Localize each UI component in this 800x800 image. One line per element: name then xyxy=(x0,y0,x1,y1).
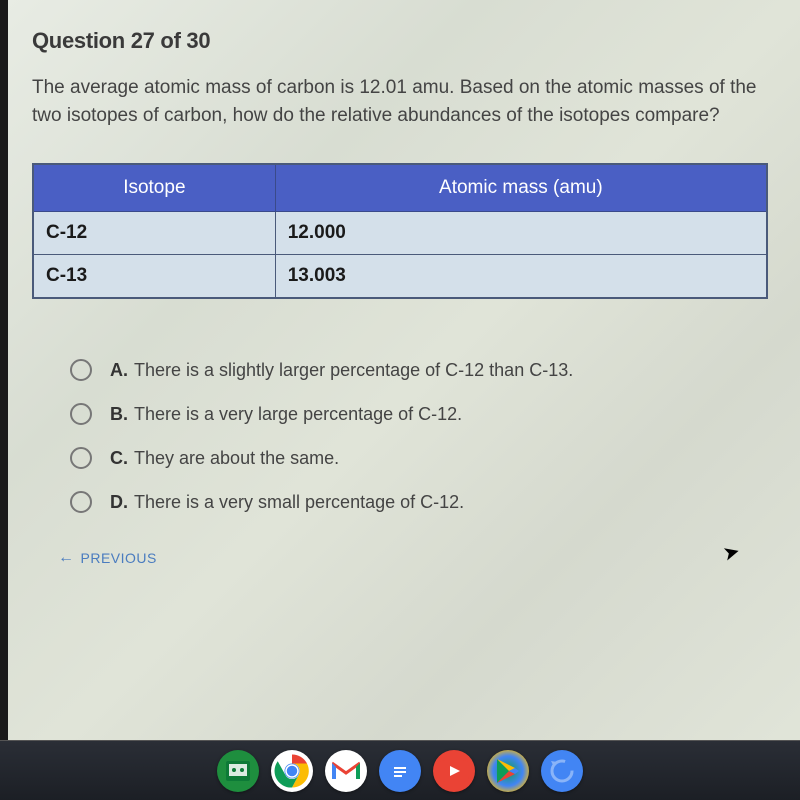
previous-label: PREVIOUS xyxy=(81,550,157,566)
docs-icon[interactable] xyxy=(379,750,421,792)
radio-icon[interactable] xyxy=(70,447,92,469)
option-d[interactable]: D. There is a very small percentage of C… xyxy=(70,491,768,513)
cell-isotope: C-12 xyxy=(33,212,275,255)
mouse-cursor-icon: ➤ xyxy=(720,538,743,566)
option-letter: A. xyxy=(110,360,128,381)
youtube-icon[interactable] xyxy=(433,750,475,792)
cell-isotope: C-13 xyxy=(33,255,275,299)
recent-icon[interactable] xyxy=(541,750,583,792)
play-store-icon[interactable] xyxy=(487,750,529,792)
col-isotope: Isotope xyxy=(33,164,275,212)
answer-options: A. There is a slightly larger percentage… xyxy=(32,359,768,513)
gmail-icon[interactable] xyxy=(325,750,367,792)
option-a[interactable]: A. There is a slightly larger percentage… xyxy=(70,359,768,381)
option-text: They are about the same. xyxy=(134,448,339,469)
cell-mass: 12.000 xyxy=(275,212,767,255)
previous-button[interactable]: ← PREVIOUS xyxy=(58,549,157,567)
table-header-row: Isotope Atomic mass (amu) xyxy=(33,164,767,212)
col-atomic-mass: Atomic mass (amu) xyxy=(275,164,767,212)
isotope-table: Isotope Atomic mass (amu) C-12 12.000 C-… xyxy=(32,163,768,299)
option-letter: D. xyxy=(110,492,128,513)
question-prompt: The average atomic mass of carbon is 12.… xyxy=(32,74,768,129)
radio-icon[interactable] xyxy=(70,491,92,513)
question-counter: Question 27 of 30 xyxy=(32,28,768,54)
taskbar xyxy=(0,740,800,800)
option-letter: B. xyxy=(110,404,128,425)
chrome-icon[interactable] xyxy=(271,750,313,792)
table-row: C-12 12.000 xyxy=(33,212,767,255)
radio-icon[interactable] xyxy=(70,403,92,425)
quiz-screen: Question 27 of 30 The average atomic mas… xyxy=(0,0,800,800)
option-text: There is a very large percentage of C-12… xyxy=(134,404,462,425)
option-text: There is a very small percentage of C-12… xyxy=(134,492,464,513)
option-b[interactable]: B. There is a very large percentage of C… xyxy=(70,403,768,425)
radio-icon[interactable] xyxy=(70,359,92,381)
cell-mass: 13.003 xyxy=(275,255,767,299)
option-text: There is a slightly larger percentage of… xyxy=(134,360,573,381)
option-c[interactable]: C. They are about the same. xyxy=(70,447,768,469)
screen-bezel xyxy=(0,0,8,740)
option-letter: C. xyxy=(110,448,128,469)
table-row: C-13 13.003 xyxy=(33,255,767,299)
arrow-left-icon: ← xyxy=(58,549,75,567)
classroom-icon[interactable] xyxy=(217,750,259,792)
